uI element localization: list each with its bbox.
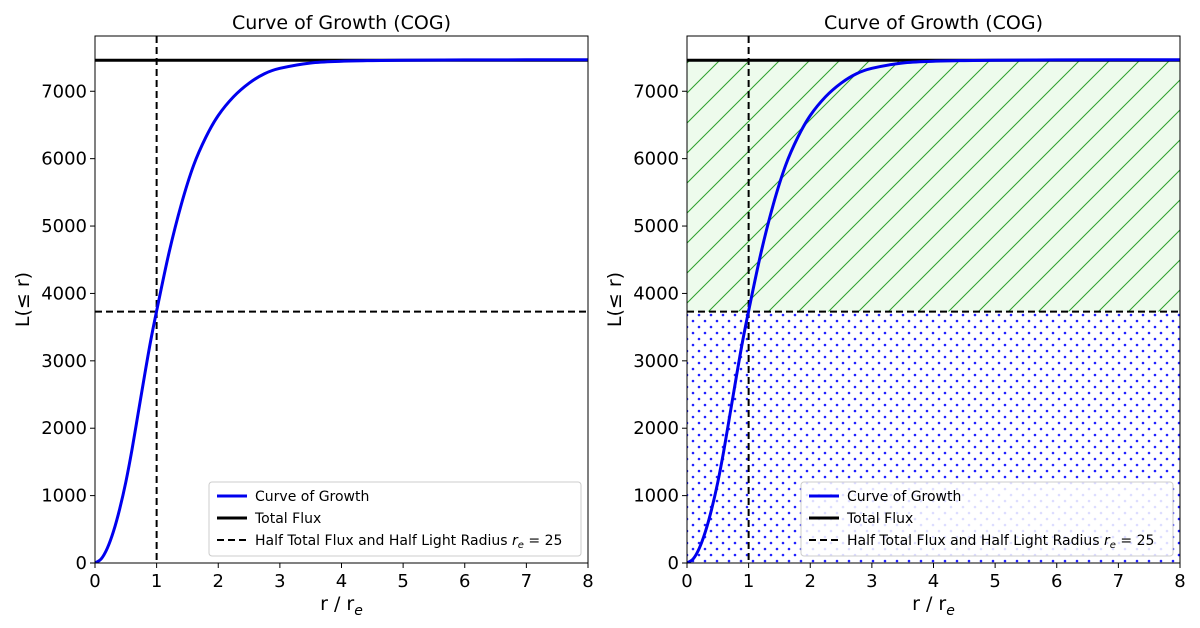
x-tick-label: 4 <box>336 571 347 592</box>
legend-label: Half Total Flux and Half Light Radius re… <box>847 533 1154 551</box>
x-tick-label: 3 <box>866 571 877 592</box>
x-tick-label: 7 <box>1113 571 1124 592</box>
x-tick-label: 2 <box>805 571 816 592</box>
y-tick-label: 0 <box>76 553 87 574</box>
legend-label: Curve of Growth <box>847 489 961 505</box>
x-tick-label: 1 <box>743 571 754 592</box>
curve-of-growth-line <box>95 58 588 563</box>
y-tick-label: 3000 <box>41 351 87 372</box>
y-tick-label: 2000 <box>41 418 87 439</box>
y-tick-label: 6000 <box>41 149 87 170</box>
x-tick-label: 3 <box>274 571 285 592</box>
x-tick-label: 0 <box>89 571 100 592</box>
y-tick-label: 4000 <box>633 283 679 304</box>
legend-entry: Total Flux <box>217 511 321 527</box>
chart-panel-2: 0 1 2 3 4 5 6 7 8 0 1000 2000 3000 4000 5000 6000 7000 Cu… <box>604 12 1186 619</box>
legend-box <box>208 481 582 557</box>
hatched-fill-region <box>687 60 1180 312</box>
y-tick-label: 2000 <box>633 418 679 439</box>
x-tick-label: 4 <box>928 571 939 592</box>
x-tick-label: 6 <box>459 571 470 592</box>
x-tick-label: 7 <box>521 571 532 592</box>
legend-label: Total Flux <box>846 511 913 527</box>
y-tick-label: 0 <box>668 553 679 574</box>
legend-entry: Half Total Flux and Half Light Radius re… <box>809 533 1154 551</box>
y-tick-label: 7000 <box>41 81 87 102</box>
y-tick-label: 1000 <box>41 486 87 507</box>
chart-title: Curve of Growth (COG) <box>824 12 1043 34</box>
legend: Curve of Growth Total Flux Half Total Flux… <box>800 481 1174 557</box>
legend-label: Half Total Flux and Half Light Radius re… <box>255 533 562 551</box>
x-tick-label: 8 <box>582 571 593 592</box>
y-axis-label: L(≤ r) <box>604 272 626 327</box>
y-tick-label: 7000 <box>633 81 679 102</box>
x-tick-label: 8 <box>1174 571 1185 592</box>
legend-entry: Curve of Growth <box>217 489 369 505</box>
x-tick-label: 6 <box>1051 571 1062 592</box>
legend: Curve of Growth Total Flux Half Total Flux… <box>208 481 582 557</box>
legend-box <box>800 481 1174 557</box>
y-tick-label: 5000 <box>41 216 87 237</box>
y-tick-label: 4000 <box>41 283 87 304</box>
y-axis-label: L(≤ r) <box>12 272 34 327</box>
chart-panel-1: 0 1 2 3 4 5 6 7 8 0 1000 2000 3000 4000 5000 6000 7000 Cu… <box>12 12 594 619</box>
legend-entry: Curve of Growth <box>809 489 961 505</box>
x-tick-label: 1 <box>151 571 162 592</box>
x-tick-label: 2 <box>213 571 224 592</box>
legend-label: Curve of Growth <box>255 489 369 505</box>
x-axis-label: r / re <box>320 593 363 619</box>
y-tick-label: 5000 <box>633 216 679 237</box>
legend-label: Total Flux <box>254 511 321 527</box>
x-axis-label: r / re <box>912 593 955 619</box>
y-tick-label: 1000 <box>633 486 679 507</box>
legend-entry: Total Flux <box>809 511 913 527</box>
x-tick-label: 0 <box>681 571 692 592</box>
y-tick-label: 3000 <box>633 351 679 372</box>
legend-entry: Half Total Flux and Half Light Radius re… <box>217 533 562 551</box>
curve-of-growth-line <box>687 58 1180 563</box>
y-tick-label: 6000 <box>633 149 679 170</box>
x-tick-label: 5 <box>989 571 1000 592</box>
x-tick-label: 5 <box>397 571 408 592</box>
chart-title: Curve of Growth (COG) <box>232 12 451 34</box>
